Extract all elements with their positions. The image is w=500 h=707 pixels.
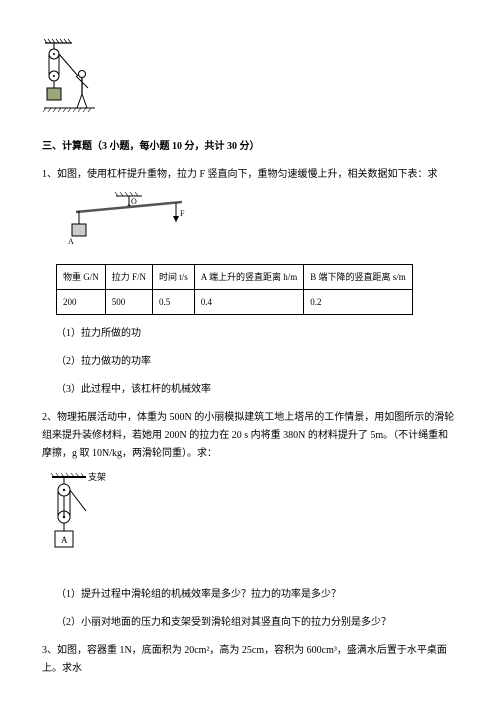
table-row: 200 500 0.5 0.4 0.2 — [57, 290, 413, 315]
block-label: A — [61, 535, 68, 545]
col-header: 拉力 F/N — [105, 265, 152, 290]
label-O: O — [131, 197, 137, 206]
col-header: A 端上升的竖直距离 h/m — [194, 265, 304, 290]
figure-pulley-bracket: 支架 A — [48, 471, 458, 568]
problem-2-q2: （2）小丽对地面的压力和支架受到滑轮组对其竖直向下的拉力分别是多少？ — [56, 614, 458, 632]
problem-2-stem: 2、物理拓展活动中，体重为 500N 的小丽模拟建筑工地上塔吊的工作情景，用如图… — [42, 409, 458, 463]
problem-1-q2: （2）拉力做功的功率 — [56, 353, 458, 371]
table-cell: 0.5 — [153, 290, 195, 315]
col-header: 时间 t/s — [153, 265, 195, 290]
col-header: 物重 G/N — [57, 265, 106, 290]
problem-1-stem: 1、如图，使用杠杆提升重物，拉力 F 竖直向下，重物匀速缓慢上升，相关数据如下表… — [42, 166, 458, 184]
table-cell: 0.4 — [194, 290, 304, 315]
table-cell: 0.2 — [304, 290, 413, 315]
problem-1-q3: （3）此过程中，该杠杆的机械效率 — [56, 381, 458, 399]
figure-lever: O A F — [64, 192, 458, 254]
col-header: B 端下降的竖直距离 s/m — [304, 265, 413, 290]
bracket-label: 支架 — [88, 471, 106, 482]
problem-3-stem: 3、如图，容器重 1N，底面积为 20cm²，高为 25cm，容积为 600cm… — [42, 642, 458, 678]
table-header-row: 物重 G/N 拉力 F/N 时间 t/s A 端上升的竖直距离 h/m B 端下… — [57, 265, 413, 290]
problem-1: 1、如图，使用杠杆提升重物，拉力 F 竖直向下，重物匀速缓慢上升，相关数据如下表… — [42, 166, 458, 399]
problem-3: 3、如图，容器重 1N，底面积为 20cm²，高为 25cm，容积为 600cm… — [42, 642, 458, 678]
problem-2: 2、物理拓展活动中，体重为 500N 的小丽模拟建筑工地上塔吊的工作情景，用如图… — [42, 409, 458, 632]
problem-2-q1: （1）提升过程中滑轮组的机械效率是多少？拉力的功率是多少？ — [56, 586, 458, 604]
table-cell: 200 — [57, 290, 106, 315]
table-cell: 500 — [105, 290, 152, 315]
label-A: A — [68, 237, 74, 246]
label-F: F — [180, 209, 185, 218]
problem-1-q1: （1）拉力所做的功 — [56, 325, 458, 343]
section-title: 三、计算题（3 小题，每小题 10 分，共计 30 分） — [42, 138, 458, 156]
figure-top-pulley-person — [42, 38, 458, 120]
problem-1-table: 物重 G/N 拉力 F/N 时间 t/s A 端上升的竖直距离 h/m B 端下… — [56, 264, 413, 315]
